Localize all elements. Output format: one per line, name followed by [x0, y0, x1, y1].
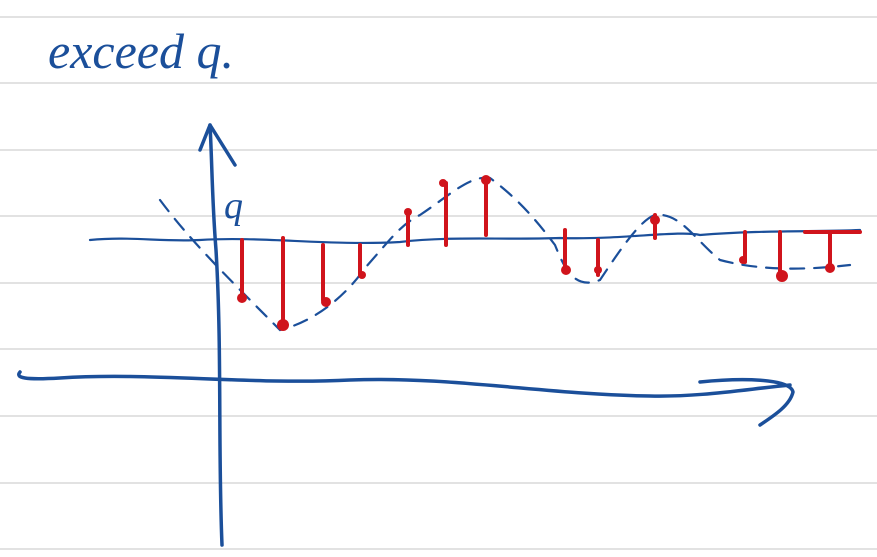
- note-page: exceed q. q: [0, 0, 877, 557]
- exceedance-stems: [237, 175, 860, 331]
- axes: [19, 125, 793, 545]
- note-title: exceed q.: [48, 23, 234, 79]
- curve-label: q: [224, 185, 243, 227]
- ruled-lines: [0, 17, 877, 549]
